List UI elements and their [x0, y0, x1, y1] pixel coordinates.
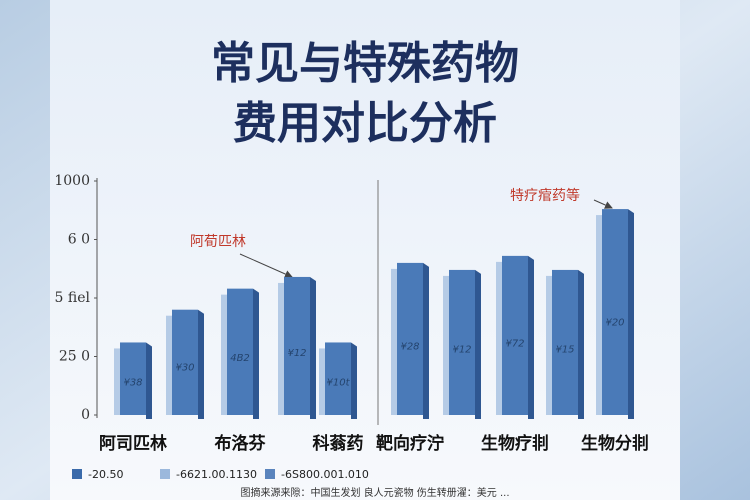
x-tick-label: 生物疗剕 — [481, 433, 549, 454]
annotation: 特疗痯药等 — [510, 187, 580, 204]
bar — [284, 276, 310, 415]
y-tick-label: 0 — [81, 407, 90, 423]
bar-shade — [278, 282, 284, 415]
bar-text: ¥15 — [555, 345, 574, 356]
footer: 图摘来源来隙：中国生发划 良人元瓷物 伤生转册濯：美元 ... — [240, 486, 509, 499]
x-tick-label: 阿司匹林 — [99, 433, 167, 454]
bar-side — [528, 255, 534, 419]
x-tick-label: 靶向疗泞 — [376, 433, 444, 454]
bar — [172, 309, 198, 415]
bar-side — [475, 269, 481, 419]
bar-shade — [496, 261, 502, 415]
legend-label: -6S800.001.010 — [281, 468, 369, 481]
bar-text: ¥38 — [123, 377, 142, 388]
x-tick-label: 布洛芬 — [215, 433, 267, 454]
title-line: 常见与特殊药物 — [211, 38, 519, 89]
bar-text: ¥10t — [326, 377, 350, 388]
annotation: 阿荀匹林 — [190, 234, 246, 250]
bar-shade — [319, 348, 325, 415]
bar — [120, 342, 146, 415]
bar-shade — [546, 275, 552, 415]
bar-side — [146, 342, 152, 419]
bar-shade — [391, 268, 397, 415]
bar-shade — [221, 294, 227, 415]
bar — [325, 342, 351, 415]
bar-text: ¥28 — [400, 342, 419, 353]
bar — [449, 269, 475, 415]
legend-swatch — [160, 469, 170, 479]
bar — [397, 262, 423, 415]
bar-side — [198, 309, 204, 419]
bar-shade — [166, 315, 172, 415]
bar-side — [578, 269, 584, 419]
legend-label: -20.50 — [88, 468, 123, 481]
legend-label: -6621.00.1130 — [176, 468, 257, 481]
y-tick-label: 25 0 — [59, 349, 90, 365]
bar-side — [351, 342, 357, 419]
bar-text: ¥20 — [605, 317, 624, 328]
y-tick-label: 1000 — [54, 173, 90, 189]
bar-shade — [114, 348, 120, 415]
legend-swatch — [72, 469, 82, 479]
bar-side — [310, 276, 316, 419]
bar-text: ¥12 — [287, 348, 306, 359]
bar-shade — [443, 275, 449, 415]
bar — [602, 209, 628, 415]
y-tick-label: 5 fiel — [55, 290, 91, 306]
bar-text: ¥12 — [452, 345, 471, 356]
bar-shade — [596, 215, 602, 415]
bar-text: 4B2 — [230, 353, 250, 364]
bar-side — [423, 262, 429, 419]
bar-side — [253, 288, 259, 419]
bar-text: ¥72 — [505, 338, 524, 349]
bar-side — [628, 209, 634, 419]
annotation-arrow — [239, 253, 293, 278]
title-line: 费用对比分析 — [233, 98, 497, 149]
annotation-arrow — [593, 199, 613, 209]
x-tick-label: 科蓊药 — [313, 433, 364, 454]
bar — [502, 255, 528, 415]
legend-swatch — [265, 469, 275, 479]
x-tick-label: 生物分剕 — [581, 433, 649, 454]
card — [50, 0, 680, 500]
bar-text: ¥30 — [175, 363, 194, 374]
bar — [552, 269, 578, 415]
bar — [227, 288, 253, 415]
y-tick-label: 6 0 — [68, 232, 90, 248]
